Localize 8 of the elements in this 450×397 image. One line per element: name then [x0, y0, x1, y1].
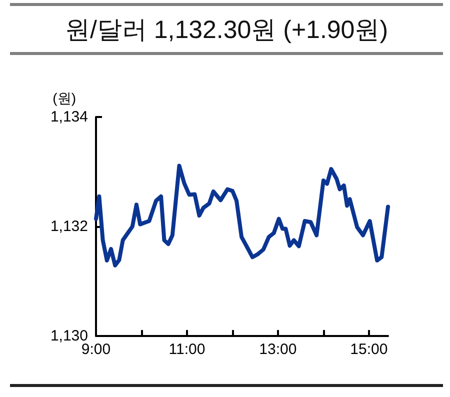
y-axis-title: (원): [52, 90, 76, 106]
line-series: [94, 164, 390, 268]
x-tick-label: 11:00: [168, 341, 206, 358]
chart-title: 원/달러 1,132.30원 (+1.90원): [10, 3, 443, 55]
x-tick-label: 13:00: [259, 341, 297, 358]
y-tick-label: 1,132: [50, 218, 88, 235]
x-tick-label: 15:00: [350, 341, 388, 358]
y-tick-label: 1,134: [50, 108, 88, 126]
